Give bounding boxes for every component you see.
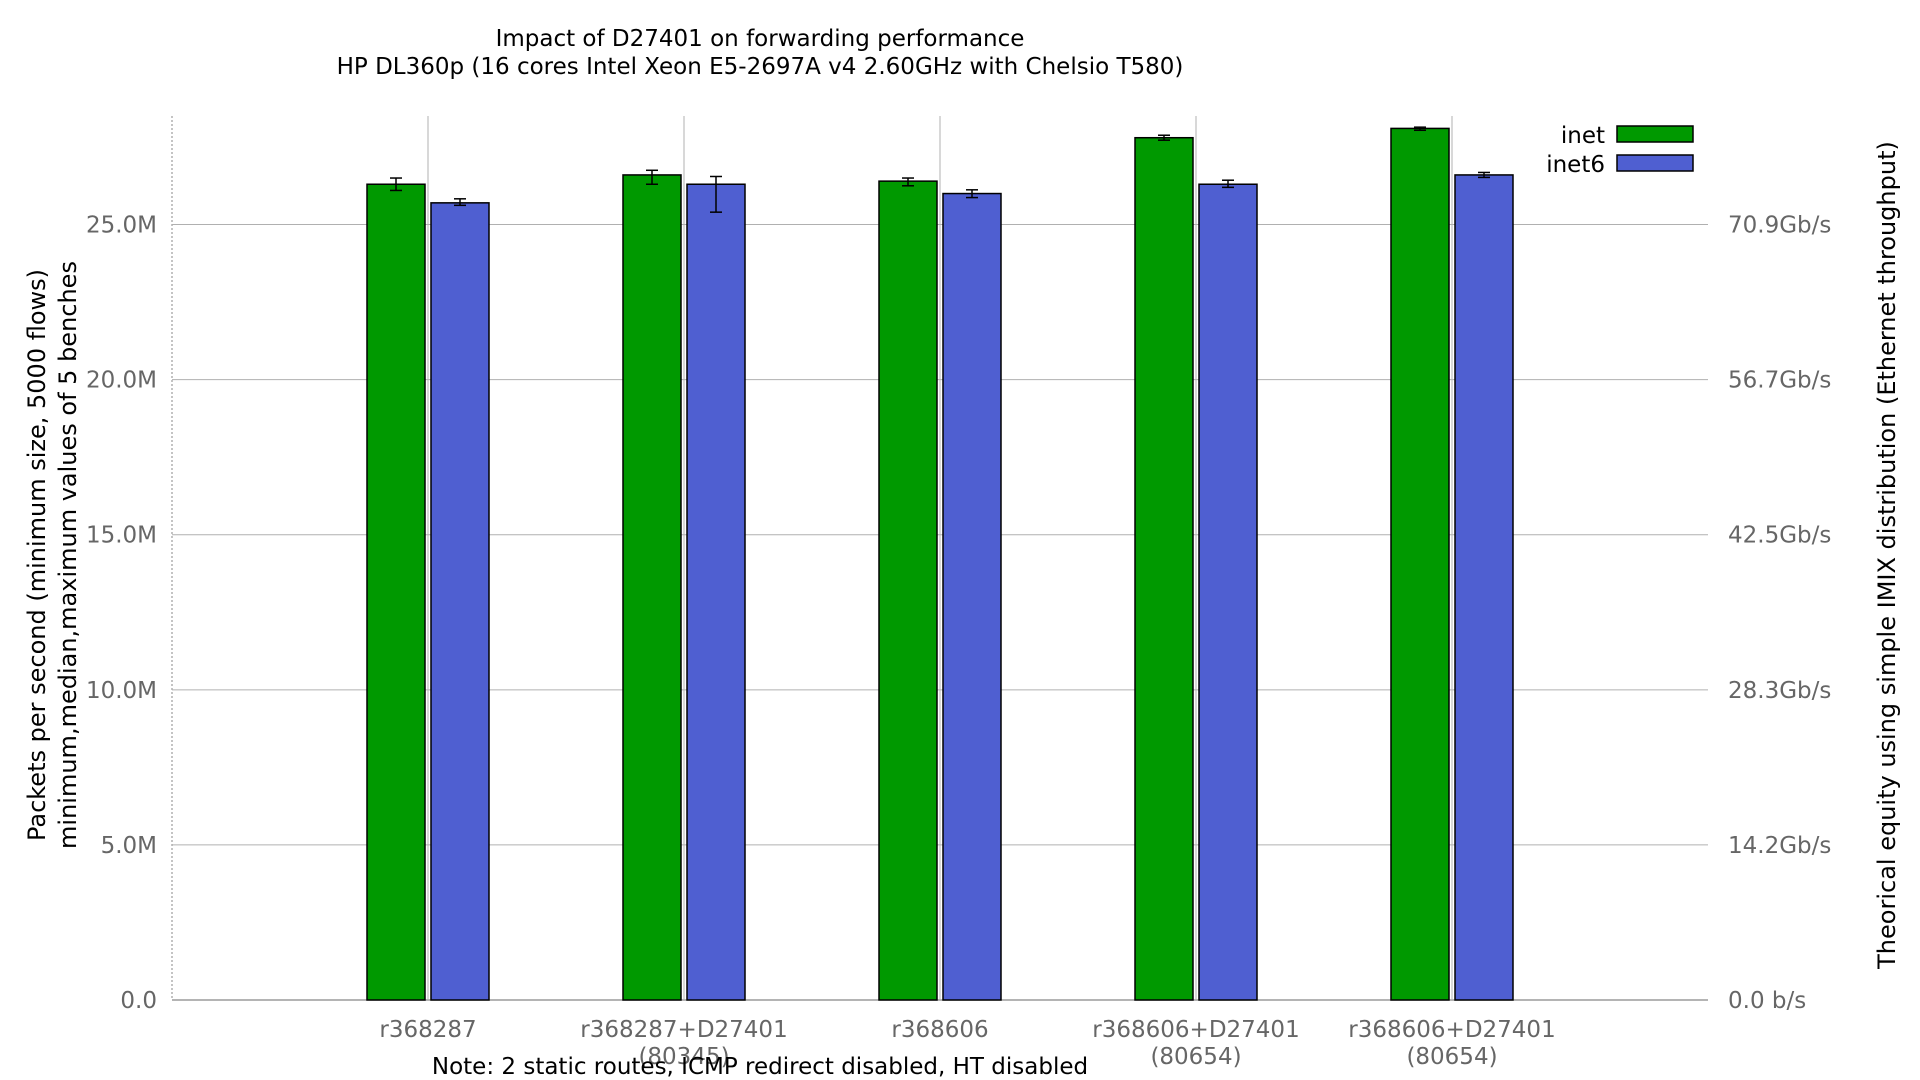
legend-swatch-inet6 <box>1616 154 1694 172</box>
x-tick-label: r368287+D27401 <box>580 1017 787 1043</box>
y2-tick-label: 56.7Gb/s <box>1728 368 1831 394</box>
x-tick-label: r368606 <box>891 1017 988 1043</box>
y2-tick-label: 28.3Gb/s <box>1728 678 1831 704</box>
bar-inet6 <box>1198 183 1258 1001</box>
y-tick-label: 15.0M <box>86 523 157 549</box>
legend-swatch-inet <box>1616 125 1694 143</box>
y2-tick-label: 70.9Gb/s <box>1728 213 1831 239</box>
legend-label-inet6: inet6 <box>1546 152 1605 178</box>
y-tick-label: 5.0M <box>101 833 157 859</box>
y-axis-title: Packets per second (minimum size, 5000 f… <box>23 269 51 841</box>
y2-axis-title: Theorical equity using simple IMIX distr… <box>1873 141 1901 970</box>
y2-tick-label: 42.5Gb/s <box>1728 523 1831 549</box>
bar-inet6 <box>1454 174 1514 1001</box>
legend: inet inet6 <box>1546 123 1694 178</box>
bar-inet6 <box>686 183 746 1001</box>
gridlines <box>171 116 1708 1001</box>
y-tick-label: 20.0M <box>86 368 157 394</box>
bar-inet6 <box>942 192 1002 1001</box>
x-tick-label: (80654) <box>1150 1044 1241 1070</box>
y-tick-label: 0.0 <box>120 988 157 1014</box>
y2-tick-label: 14.2Gb/s <box>1728 833 1831 859</box>
x-tick-label: r368287 <box>379 1017 476 1043</box>
bar-inet <box>622 174 682 1001</box>
chart-title: Impact of D27401 on forwarding performan… <box>496 26 1025 52</box>
legend-label-inet: inet <box>1561 123 1605 149</box>
y2-tick-label: 0.0 b/s <box>1728 988 1806 1014</box>
x-axis-ticks: r368287 r368287+D27401(80345) r368606 r3686… <box>379 1017 1555 1070</box>
chart-note: Note: 2 static routes, ICMP redirect dis… <box>432 1054 1088 1080</box>
bar-inet <box>878 180 938 1001</box>
x-tick-label: r368606+D27401 <box>1348 1017 1555 1043</box>
y-axis-ticks: 0.0 0.0 b/s 5.0M 14.2Gb/s 10.0M 28.3Gb/s 15.0M… <box>86 213 1831 1014</box>
bars <box>366 126 1514 1001</box>
y-tick-label: 25.0M <box>86 213 157 239</box>
y-tick-label: 10.0M <box>86 678 157 704</box>
bar-inet6 <box>430 202 490 1001</box>
x-tick-label: (80654) <box>1406 1044 1497 1070</box>
bar-inet <box>366 183 426 1001</box>
x-tick-label: (80345) <box>638 1044 729 1070</box>
bar-inet <box>1134 136 1194 1001</box>
chart-subtitle: HP DL360p (16 cores Intel Xeon E5-2697A … <box>337 54 1184 80</box>
y-axis-subtitle: minimum,median,maximum values of 5 bench… <box>54 261 82 849</box>
bar-inet <box>1390 127 1450 1001</box>
x-tick-label: r368606+D27401 <box>1092 1017 1299 1043</box>
